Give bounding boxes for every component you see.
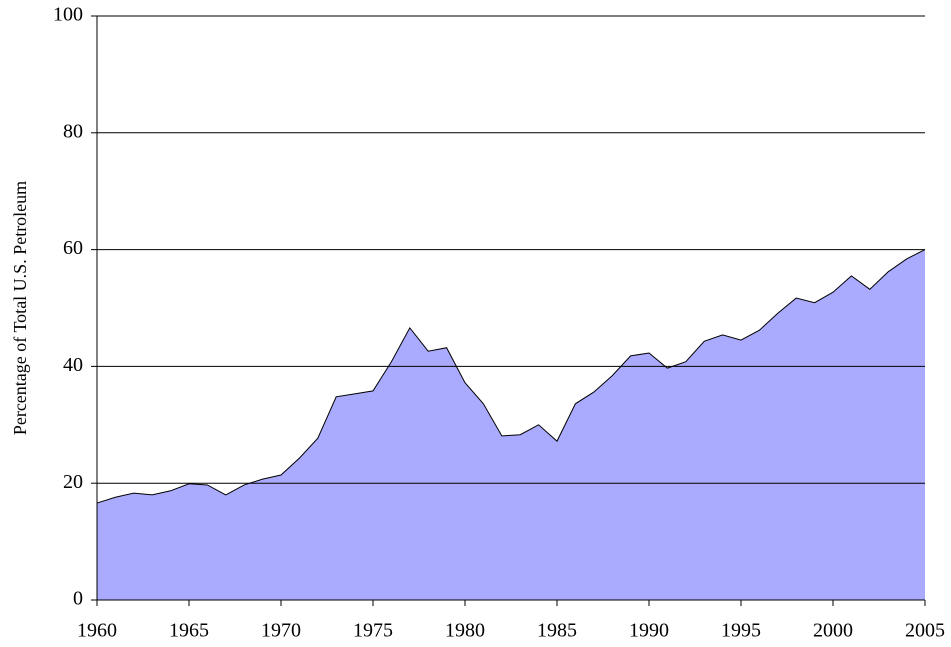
y-tick-label: 100 (53, 4, 83, 26)
x-tick-label: 2005 (905, 620, 945, 642)
x-tick-label: 1975 (353, 620, 393, 642)
area-outline (96, 249, 926, 504)
y-tick-label: 0 (73, 588, 83, 610)
y-tick-label: 20 (63, 471, 83, 493)
x-tick-label: 1995 (721, 620, 761, 642)
x-tick-label: 1970 (261, 620, 301, 642)
y-tick-label: 80 (63, 120, 83, 142)
x-tick-label: 1965 (169, 620, 209, 642)
y-tick-label: 40 (63, 354, 83, 376)
x-tick-label: 1990 (629, 620, 669, 642)
x-tick-label: 1960 (77, 620, 117, 642)
area (97, 249, 925, 600)
x-tick-label: 1985 (537, 620, 577, 642)
y-axis-label: Percentage of Total U.S. Petroleum (10, 181, 30, 435)
x-tick-label: 1980 (445, 620, 485, 642)
y-tick-label: 60 (63, 237, 83, 259)
x-tick-label: 2000 (813, 620, 853, 642)
